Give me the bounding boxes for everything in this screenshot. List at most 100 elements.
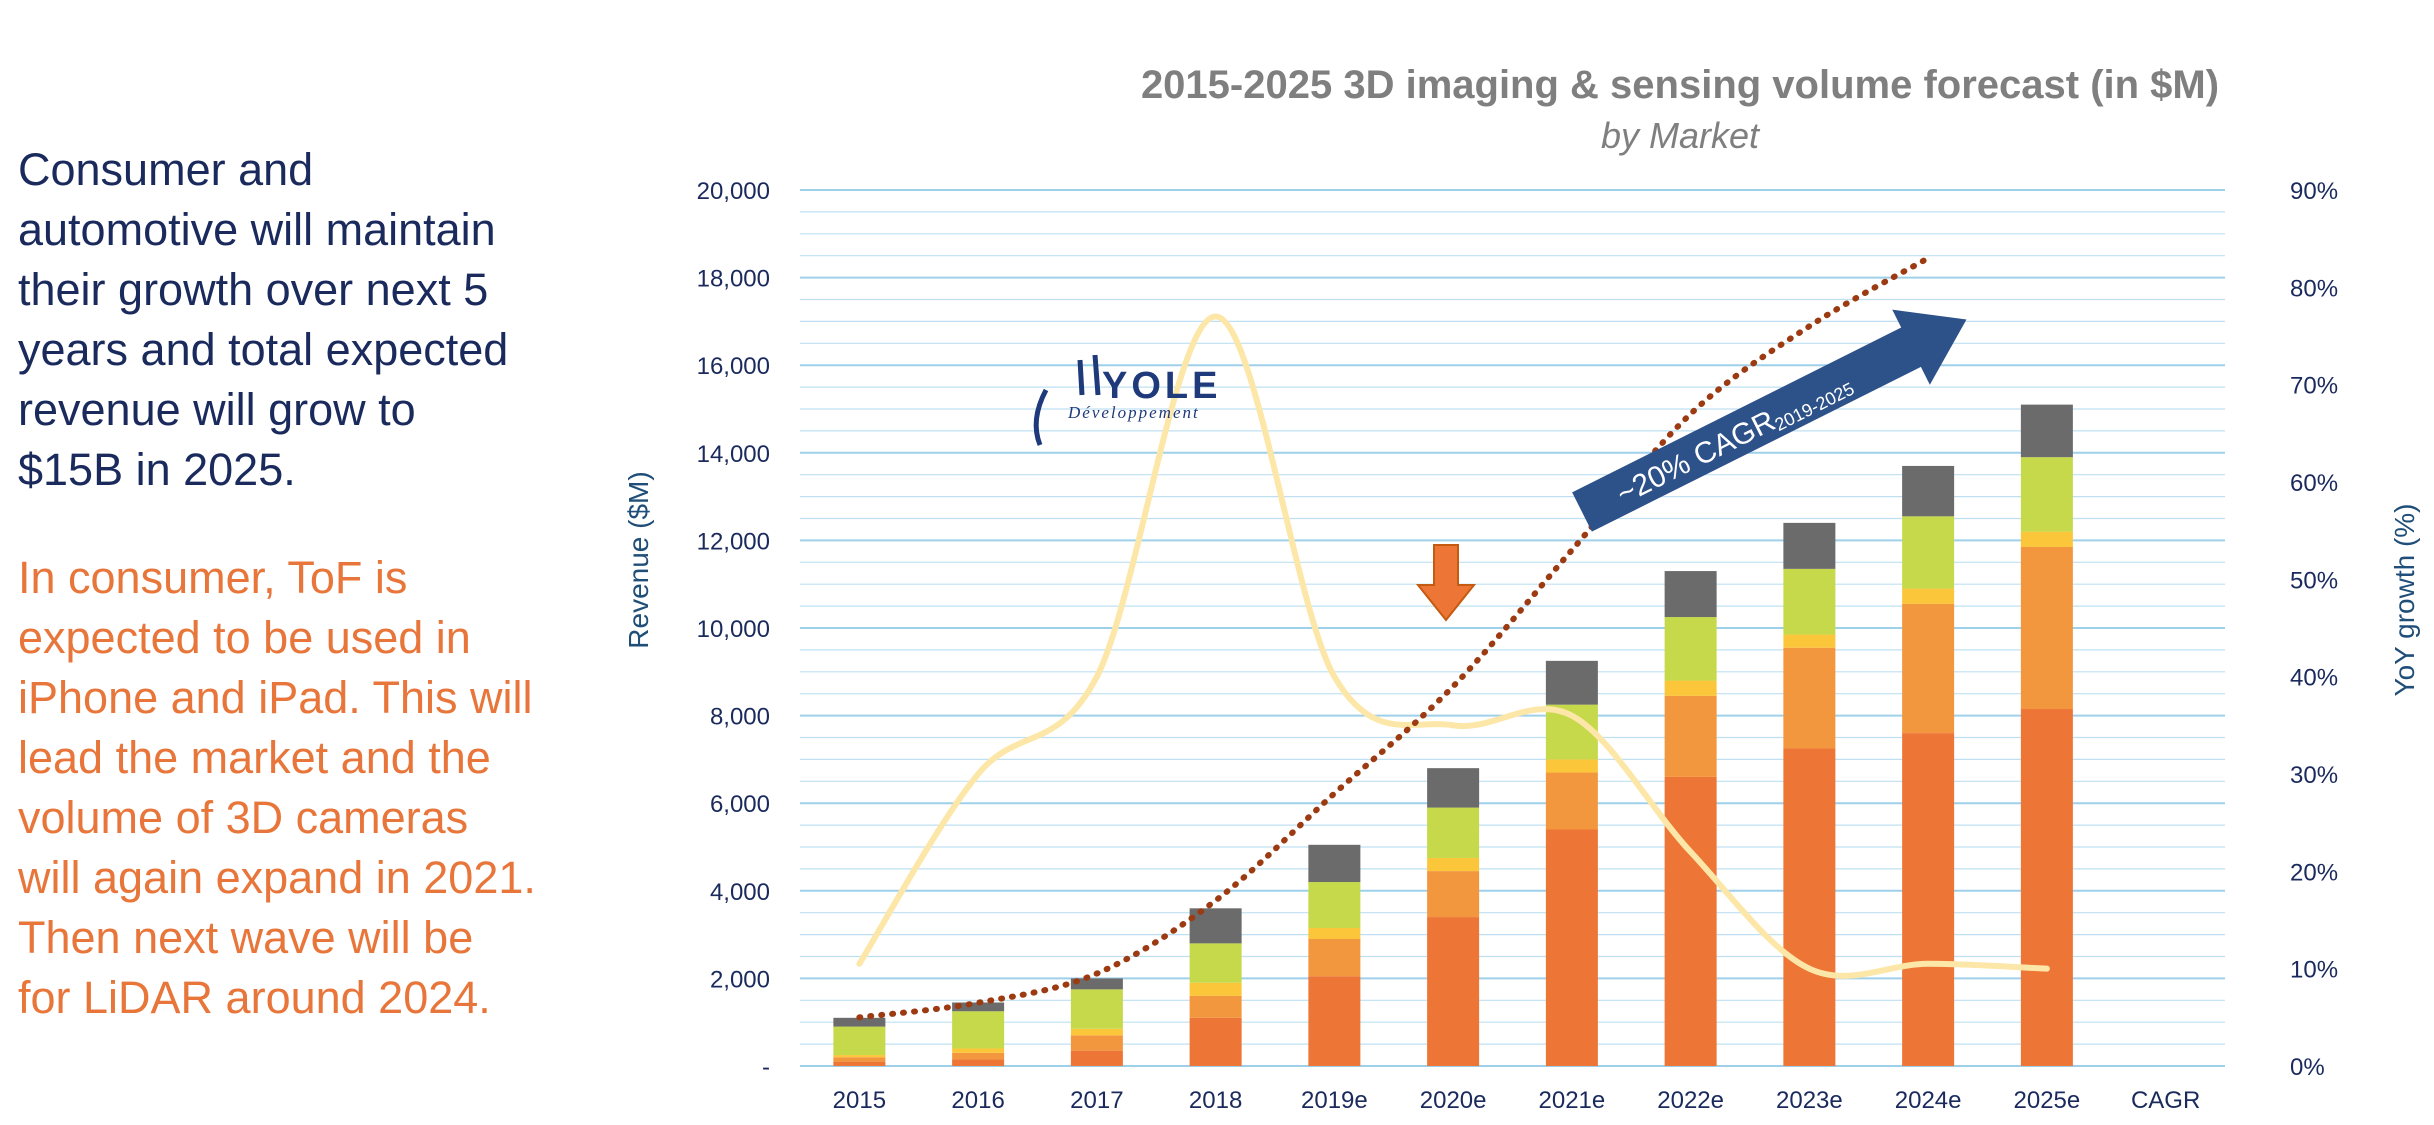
x-tick-label: 2022e [1657,1087,1724,1114]
bar-segment [833,1061,886,1066]
bar-segment [1427,807,1480,858]
bar-segment [1308,844,1361,883]
logo-swoosh-icon [1033,388,1049,446]
consumer-automotive-paragraph: Consumer and automotive will maintain th… [18,140,578,500]
text-line: volume of 3D cameras [18,792,469,843]
bar-segment [1783,647,1836,749]
y-tick-label: 6,000 [710,791,770,818]
text-line: revenue will grow to [18,384,416,435]
y-tick-label: 10,000 [697,616,770,643]
y2-tick-label: 0% [2290,1054,2325,1081]
bar-segment [1902,603,1955,734]
y2-tick-label: 70% [2290,373,2338,400]
x-tick-label: 2016 [951,1087,1004,1114]
chart-subtitle: by Market [1601,115,1761,156]
bar-segment [1902,516,1955,589]
y-tick-label: 4,000 [710,879,770,906]
y2-tick-label: 80% [2290,275,2338,302]
yoy-growth-line [856,313,2050,979]
bar-segment [1427,768,1480,808]
x-tick-label: 2019e [1301,1087,1368,1114]
logo-subtext: Développement [1067,403,1200,422]
bar-segment [1783,748,1836,1066]
text-line: Consumer and [18,144,314,195]
logo-bar-icon [1077,359,1085,396]
bar-segment [1308,882,1361,929]
bar-segment [1664,776,1717,1066]
bar-segment [1664,617,1717,681]
text-line: $15B in 2025. [18,444,296,495]
bar-segment [952,1059,1005,1066]
bar-segment [1664,571,1717,618]
bar-segment [2020,546,2073,710]
y-tick-label: 14,000 [697,441,770,468]
bar-segment [1189,908,1242,944]
bar-segment [1783,522,1836,569]
logo-bar-icon [1092,354,1101,396]
y-tick-label: 12,000 [697,528,770,555]
trend-lines [856,255,2050,1021]
y2-tick-label: 60% [2290,470,2338,497]
y-tick-label: - [762,1054,770,1081]
bar-segment [1902,733,1955,1066]
bar-segment [1189,1017,1242,1066]
x-tick-label: CAGR [2131,1087,2200,1114]
bar-segment [833,1055,886,1058]
bar-segment [2020,457,2073,532]
bar-segment [952,1048,1005,1053]
bar-segment [952,1011,1005,1049]
gridlines [800,189,2225,1067]
text-line: will again expand in 2021. [18,852,536,903]
bar-segment [1189,943,1242,983]
bar-segment [1070,978,1123,990]
bar-segment [1664,680,1717,696]
text-line: automotive will maintain [18,204,496,255]
bar-segment [1427,871,1480,918]
bar-segment [2020,531,2073,547]
bar-segment [1545,772,1598,830]
y-tick-label: 8,000 [710,704,770,731]
bar-segment [1189,982,1242,996]
y2-tick-label: 10% [2290,957,2338,984]
tof-lidar-paragraph: In consumer, ToF is expected to be used … [18,548,578,1028]
y-tick-label: 20,000 [697,178,770,205]
bar-segment [1308,928,1361,939]
y-tick-label: 18,000 [697,266,770,293]
trend-dotted-line [856,255,1932,1021]
bar-segment [1308,976,1361,1066]
text-line: Then next wave will be [18,912,474,963]
bar-segment [1070,1050,1123,1066]
bar-segment [2020,709,2073,1066]
y2-tick-label: 30% [2290,762,2338,789]
x-tick-label: 2025e [2014,1087,2081,1114]
x-tick-label: 2023e [1776,1087,1843,1114]
text-line: their growth over next 5 [18,264,489,315]
y2-tick-label: 40% [2290,665,2338,692]
stacked-bars [833,404,2073,1066]
axes: - 2,000 4,000 6,000 8,000 10,000 12,000 14,000 1… [697,178,2338,1114]
commentary-panel: Consumer and automotive will maintain th… [18,140,578,1028]
logo-text: YOLE [1102,365,1221,407]
bar-segment [1545,759,1598,773]
bar-segment [1783,634,1836,648]
bar-segment [1545,660,1598,705]
text-line: iPhone and iPad. This will [18,672,533,723]
bar-segment [1070,1035,1123,1051]
x-tick-label: 2017 [1070,1087,1123,1114]
text-line: In consumer, ToF is [18,552,408,603]
y2-axis-title: YoY growth (%) [2389,504,2420,697]
bar-segment [952,1002,1005,1012]
y-tick-label: 16,000 [697,353,770,380]
text-line: for LiDAR around 2024. [18,972,491,1023]
bar-segment [1070,989,1123,1029]
y-tick-label: 2,000 [710,966,770,993]
text-line: expected to be used in [18,612,471,663]
chart-title: 2015-2025 3D imaging & sensing volume fo… [1141,63,2219,107]
bar-segment [1308,938,1361,977]
y-axis-title: Revenue ($M) [623,471,654,648]
text-line: years and total expected [18,324,509,375]
bar-segment [1783,568,1836,635]
arrow-icon [1572,309,1967,532]
bar-segment [1664,695,1717,777]
